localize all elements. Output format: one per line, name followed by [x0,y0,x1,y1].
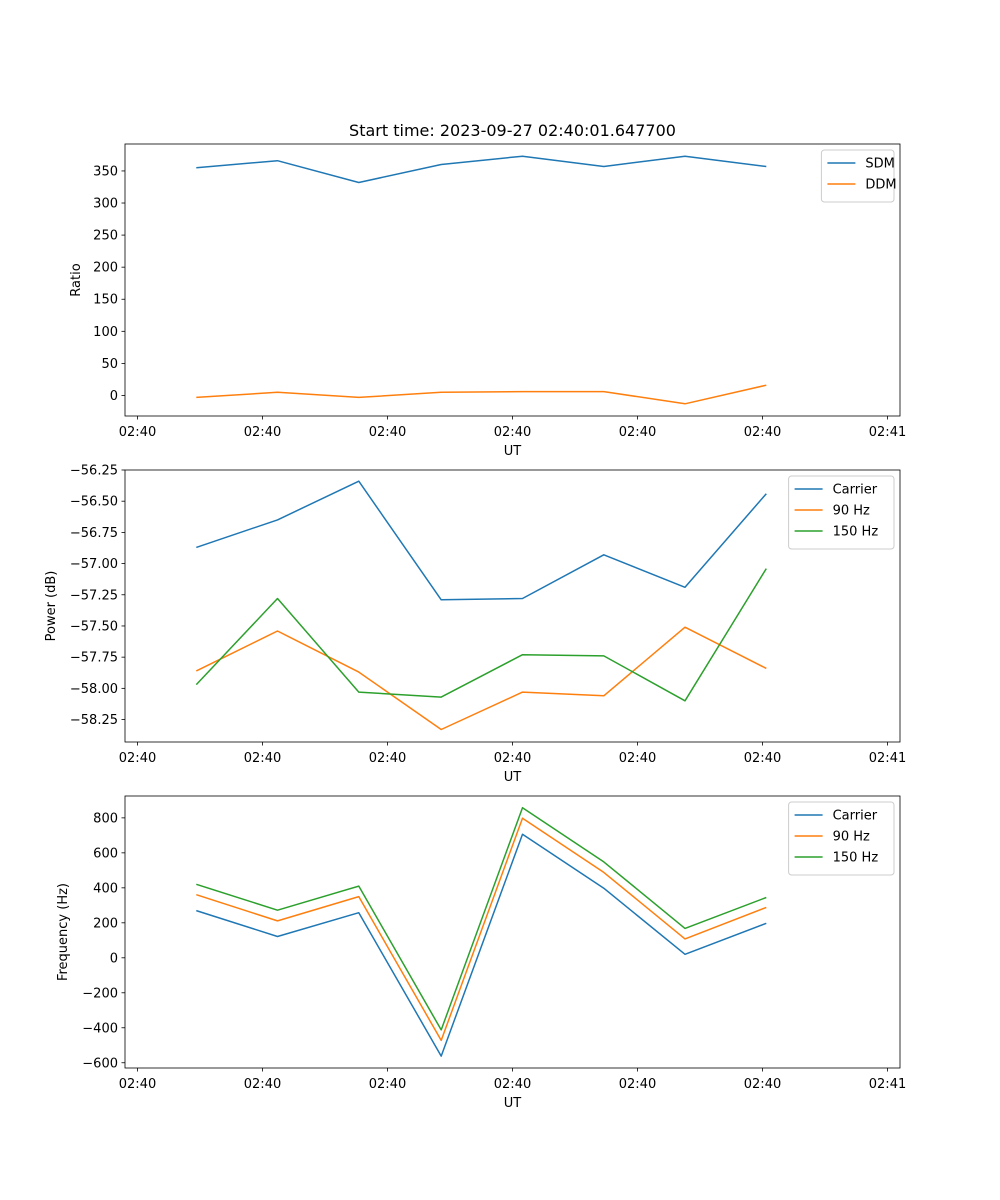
y-tick-label: 800 [93,811,118,826]
x-tick-label: 02:40 [244,425,281,440]
series-line-frequency-150-hz [196,806,767,1031]
y-tick-label: −56.50 [70,495,118,510]
x-tick-label: 02:41 [869,1077,906,1092]
y-axis-label: Power (dB) [44,571,59,642]
legend-frequency: Carrier 90 Hz 150 Hz [788,801,895,876]
y-tick-label: 200 [93,916,118,931]
y-tick-label: 100 [93,325,118,340]
x-tick-label: 02:40 [619,1077,656,1092]
y-tick-label: 600 [93,846,118,861]
y-tick-label: 0 [110,951,118,966]
series-line-ratio-sdm [196,155,767,184]
x-tick-label: 02:40 [744,425,781,440]
x-tick-label: 02:41 [869,751,906,766]
legend-ratio: SDM DDM [820,149,897,203]
legend-power: Carrier 90 Hz 150 Hz [788,475,895,550]
y-axis-label: Ratio [69,263,84,296]
y-tick-label: 50 [101,357,118,372]
series-line-frequency-90-hz [196,817,767,1042]
x-tick-label: 02:40 [244,1077,281,1092]
y-tick-label: −57.50 [70,619,118,634]
x-tick-label: 02:40 [369,425,406,440]
y-tick-label: 150 [93,293,118,308]
x-axis-label: UT [504,1096,522,1111]
legend-label: 150 Hz [833,525,879,540]
legend-label: 90 Hz [833,504,870,519]
x-tick-label: 02:40 [369,751,406,766]
legend-label: 150 Hz [833,851,879,866]
x-tick-label: 02:40 [244,751,281,766]
chart-panel-power: −58.25 −58.00 −57.75 −57.50 −57.25 −57.00 −56.… [44,464,906,786]
y-tick-label: −600 [82,1056,118,1071]
series-line-ratio-ddm [196,384,767,405]
x-tick-label: 02:40 [619,425,656,440]
x-tick-label: 02:40 [119,1077,156,1092]
series-line-power-carrier [196,480,767,601]
y-tick-label: −57.25 [70,588,118,603]
x-tick-label: 02:40 [494,751,531,766]
x-tick-label: 02:40 [119,751,156,766]
y-tick-label: −56.75 [70,526,118,541]
x-tick-label: 02:41 [869,425,906,440]
chart-panel-frequency: −600 −400 −200 0 200 400 600 800 02:40 02:40 02:40… [56,795,906,1111]
figure-title: Start time: 2023-09-27 02:40:01.647700 [349,121,676,140]
y-tick-label: 300 [93,197,118,212]
panels: 0 50 100 150 200 250 300 350 02:40 02:40 02:40 02:4… [44,143,906,1111]
x-tick-label: 02:40 [369,1077,406,1092]
series-line-power-150-hz [195,568,767,702]
y-tick-label: 200 [93,261,118,276]
x-tick-label: 02:40 [744,751,781,766]
y-tick-label: 350 [93,164,118,179]
y-tick-label: 250 [93,229,118,244]
y-axis-label: Frequency (Hz) [56,883,71,981]
x-axis-label: UT [504,444,522,459]
legend-label: DDM [865,178,896,193]
x-tick-label: 02:40 [119,425,156,440]
y-tick-label: 400 [93,881,118,896]
y-tick-label: −58.25 [70,713,118,728]
x-axis-label: UT [504,770,522,785]
legend-label: SDM [865,157,894,172]
legend-label: Carrier [833,483,878,498]
y-tick-label: −57.00 [70,557,118,572]
x-tick-label: 02:40 [494,1077,531,1092]
y-tick-label: 0 [110,389,118,404]
series-line-power-90-hz [195,626,767,731]
legend-label: Carrier [833,809,878,824]
y-tick-label: −56.25 [70,464,118,479]
legend-label: 90 Hz [833,830,870,845]
x-tick-label: 02:40 [744,1077,781,1092]
y-tick-label: −200 [82,986,118,1001]
series-line-frequency-carrier [196,833,767,1057]
y-tick-label: −400 [82,1021,118,1036]
chart-panel-ratio: 0 50 100 150 200 250 300 350 02:40 02:40 02:40 02:4… [69,143,906,459]
y-tick-label: −58.00 [70,682,118,697]
x-tick-label: 02:40 [619,751,656,766]
x-tick-label: 02:40 [494,425,531,440]
y-tick-label: −57.75 [70,651,118,666]
